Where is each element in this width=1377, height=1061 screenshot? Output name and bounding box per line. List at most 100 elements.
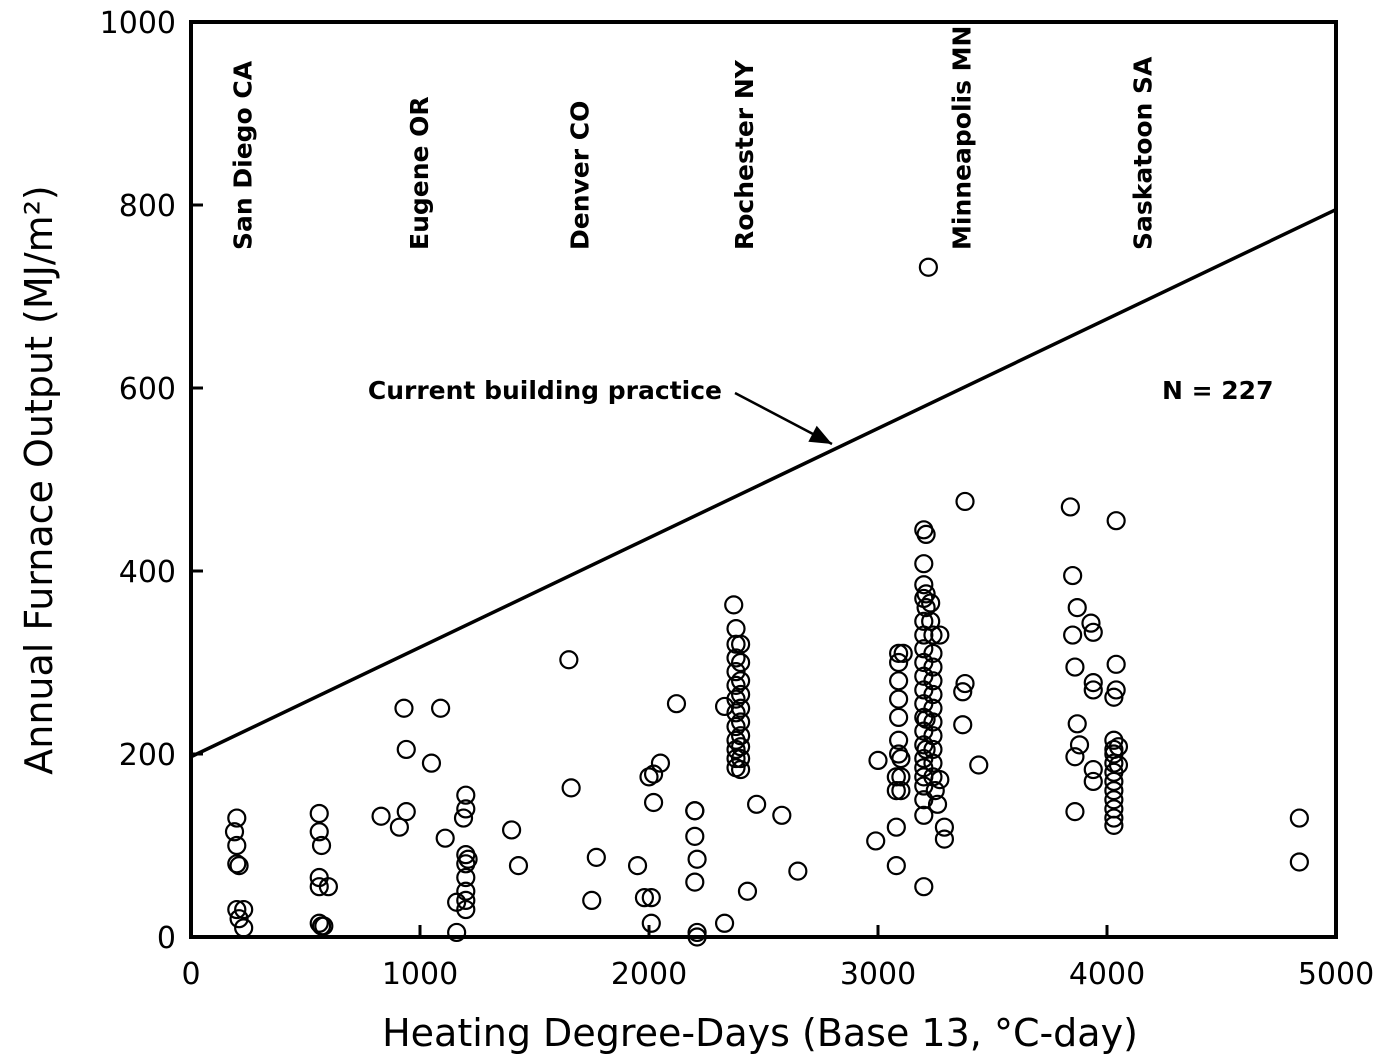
data-point xyxy=(914,790,934,810)
data-point xyxy=(643,792,664,813)
data-point xyxy=(868,750,888,771)
y-tick-label: 600 xyxy=(119,372,176,407)
data-point xyxy=(955,491,975,512)
data-point xyxy=(396,802,416,822)
data-point xyxy=(1106,511,1126,531)
data-point xyxy=(730,652,751,673)
data-point xyxy=(1104,808,1124,828)
data-point xyxy=(923,712,943,732)
data-point xyxy=(502,820,522,840)
data-point xyxy=(934,829,955,849)
data-point xyxy=(453,808,474,828)
data-point xyxy=(730,684,751,705)
data-point xyxy=(1104,815,1124,835)
data-point xyxy=(309,913,329,933)
reference-arrow-head xyxy=(808,425,832,444)
y-tick-label: 400 xyxy=(119,555,176,590)
y-tick-label: 800 xyxy=(119,189,176,224)
data-point xyxy=(914,575,934,595)
data-point xyxy=(714,913,735,933)
data-point xyxy=(927,794,948,814)
data-point xyxy=(1083,759,1103,780)
data-point xyxy=(918,257,938,277)
data-point xyxy=(1060,497,1080,517)
data-point xyxy=(456,799,476,819)
y-tick-label: 1000 xyxy=(100,6,176,41)
x-tick-label: 4000 xyxy=(1069,957,1145,992)
data-point xyxy=(508,856,529,876)
data-point xyxy=(923,739,943,760)
data-point xyxy=(389,817,409,837)
data-point xyxy=(923,698,943,718)
data-point xyxy=(456,785,476,805)
data-point xyxy=(1063,565,1083,586)
data-point xyxy=(914,805,934,825)
data-point xyxy=(641,888,661,908)
city-label: Rochester NY xyxy=(730,59,759,250)
data-point xyxy=(886,856,906,876)
data-point xyxy=(730,698,751,718)
data-point xyxy=(889,652,909,673)
data-point xyxy=(726,716,746,737)
data-point xyxy=(737,881,758,901)
data-point xyxy=(224,822,245,842)
plot-frame xyxy=(189,20,1338,939)
data-point xyxy=(889,730,909,750)
data-point xyxy=(923,726,943,746)
data-point xyxy=(724,595,744,615)
data-point xyxy=(685,872,705,892)
data-point xyxy=(431,698,451,718)
data-point xyxy=(866,831,886,851)
data-point xyxy=(1063,625,1083,645)
data-point xyxy=(639,767,659,787)
data-point xyxy=(685,801,705,821)
reference-line-group: Current building practice xyxy=(190,207,1337,759)
data-point xyxy=(923,671,943,691)
data-point xyxy=(726,703,746,723)
data-point xyxy=(726,689,746,709)
data-point xyxy=(650,753,671,773)
data-point xyxy=(923,625,943,645)
data-point xyxy=(889,671,909,691)
x-tick-label: 0 xyxy=(181,957,200,992)
data-point xyxy=(586,847,606,867)
data-point xyxy=(234,918,254,938)
data-point xyxy=(893,643,913,663)
data-point xyxy=(788,861,808,881)
data-point xyxy=(456,881,476,901)
data-point xyxy=(1069,735,1090,755)
data-point xyxy=(627,856,648,876)
x-tick-label: 5000 xyxy=(1298,957,1374,992)
data-point xyxy=(730,634,751,654)
data-point xyxy=(421,753,442,773)
data-point xyxy=(1067,597,1087,618)
data-point xyxy=(730,759,751,780)
data-point xyxy=(634,888,655,908)
data-point xyxy=(1083,622,1103,642)
x-tick-label: 1000 xyxy=(382,957,458,992)
city-label: Minneapolis MN xyxy=(948,26,977,250)
data-point xyxy=(730,726,751,746)
data-point xyxy=(318,877,338,897)
data-point xyxy=(309,822,329,842)
data-point xyxy=(730,671,751,691)
data-point xyxy=(953,682,973,702)
data-point xyxy=(726,619,746,639)
data-point xyxy=(685,826,705,846)
data-point xyxy=(234,899,254,920)
data-point xyxy=(914,554,934,574)
data-point xyxy=(772,805,792,825)
data-point xyxy=(891,780,911,801)
data-point xyxy=(582,890,602,911)
data-point xyxy=(934,817,955,837)
data-point xyxy=(1104,780,1124,801)
data-point xyxy=(886,780,906,801)
data-point xyxy=(456,867,476,888)
data-point xyxy=(371,806,391,826)
data-point xyxy=(1104,687,1124,707)
data-point xyxy=(891,748,911,769)
data-point xyxy=(1083,680,1103,700)
data-point xyxy=(969,755,989,775)
data-point xyxy=(641,913,661,933)
data-point xyxy=(891,767,911,787)
